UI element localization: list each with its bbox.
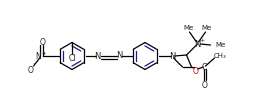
Text: Cl: Cl — [68, 54, 76, 63]
Text: Me: Me — [215, 42, 226, 48]
Text: N: N — [169, 52, 176, 60]
Text: ⁻: ⁻ — [33, 63, 36, 68]
Text: Me: Me — [201, 25, 212, 31]
Text: O: O — [193, 66, 199, 75]
Text: N: N — [116, 51, 123, 59]
Text: N: N — [94, 52, 101, 60]
Text: Me: Me — [183, 25, 194, 31]
Text: +: + — [42, 51, 46, 56]
Text: +: + — [199, 38, 204, 43]
Text: O: O — [39, 38, 45, 47]
Text: N: N — [194, 40, 201, 49]
Text: O: O — [201, 80, 208, 89]
Text: C: C — [202, 62, 207, 71]
Text: CH₃: CH₃ — [214, 53, 227, 59]
Text: N: N — [36, 52, 42, 60]
Text: O: O — [28, 65, 33, 74]
Text: ⁻: ⁻ — [191, 68, 194, 73]
